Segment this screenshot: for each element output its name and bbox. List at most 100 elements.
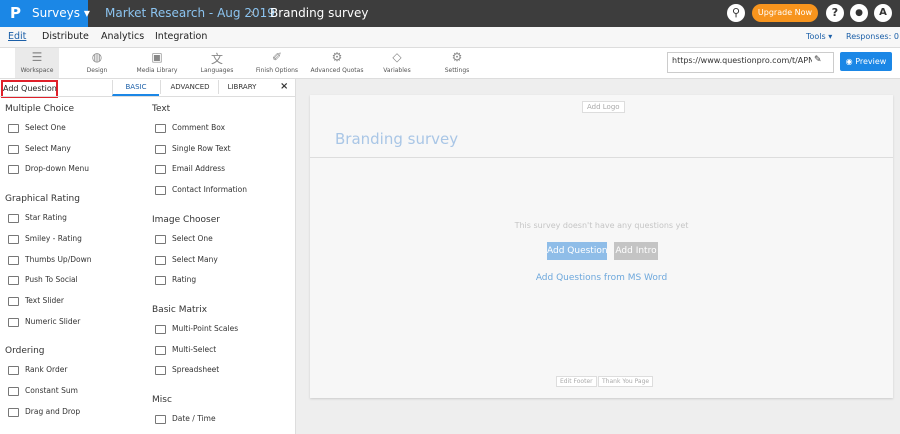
item-icon: [155, 366, 166, 376]
tools-menu[interactable]: Tools ▾: [806, 32, 833, 41]
survey-url: https://www.questionpro.com/t/APNrFZ: [672, 56, 812, 65]
topbar: [0, 0, 900, 27]
item-icon: [155, 255, 166, 265]
question-type[interactable]: Multi-Select: [172, 344, 217, 354]
question-type[interactable]: Numeric Slider: [25, 316, 81, 326]
question-type[interactable]: Date / Time: [172, 414, 216, 423]
tools-text: Tools: [806, 32, 826, 41]
item-icon: [8, 407, 19, 417]
menu-item[interactable]: Edit: [8, 31, 27, 42]
question-type[interactable]: Select Many: [25, 143, 71, 153]
tab[interactable]: ADVANCED: [160, 80, 219, 94]
tool-label[interactable]: Settings: [444, 67, 470, 74]
tab[interactable]: BASIC: [112, 80, 159, 96]
menu-item[interactable]: Distribute: [42, 31, 89, 42]
tool-icon: ▣: [151, 50, 163, 64]
question-type[interactable]: Spreadsheet: [172, 365, 220, 375]
question-type[interactable]: Email Address: [172, 164, 226, 174]
section-title: Basic Matrix: [152, 304, 208, 315]
question-type[interactable]: Select One: [25, 123, 66, 132]
tool-icon: ◇: [392, 50, 402, 64]
question-type[interactable]: Thumbs Up/Down: [25, 254, 92, 264]
item-icon: [8, 276, 19, 286]
tool-label[interactable]: Workspace: [20, 67, 54, 74]
question-type[interactable]: Comment Box: [172, 123, 226, 132]
tool-icon: ◍: [91, 50, 103, 64]
tab[interactable]: LIBRARY: [218, 80, 265, 94]
question-type[interactable]: Contact Information: [172, 185, 247, 195]
question-type[interactable]: Rating: [172, 275, 197, 285]
tool-icon: ⚙: [451, 50, 463, 64]
preview-button[interactable]: ◉ Preview: [840, 52, 892, 71]
selected-tool-bg: [15, 48, 59, 78]
menu-item[interactable]: Integration: [155, 31, 208, 42]
add-question-button[interactable]: Add Question: [547, 242, 608, 260]
question-type[interactable]: Drag and Drop: [25, 406, 81, 416]
responses: Responses: 0: [846, 32, 899, 41]
notifications-button[interactable]: ●: [850, 4, 868, 22]
question-type[interactable]: Select Many: [172, 254, 218, 264]
brand-text: Surveys: [32, 6, 80, 20]
item-icon: [8, 165, 19, 175]
item-icon: [8, 317, 19, 327]
search-button[interactable]: ⚲: [727, 4, 745, 22]
item-icon: [8, 234, 19, 244]
tool-label[interactable]: Media Library: [136, 67, 178, 74]
add-intro-button[interactable]: Add Intro: [614, 242, 658, 260]
question-type[interactable]: Push To Social: [25, 275, 78, 285]
item-icon: [155, 234, 166, 244]
tool-label[interactable]: Variables: [383, 67, 411, 74]
logo: P: [10, 4, 21, 22]
item-icon: [8, 366, 19, 376]
menu-bar: [0, 27, 900, 48]
question-type[interactable]: Select One: [172, 233, 213, 243]
thank-you-page[interactable]: Thank You Page: [598, 376, 654, 387]
tool-label[interactable]: Languages: [200, 67, 234, 74]
item-icon: [8, 214, 19, 224]
breadcrumb-project[interactable]: Market Research - Aug 2019: [105, 6, 275, 20]
add-logo[interactable]: Add Logo: [582, 101, 625, 113]
tool-label[interactable]: Finish Options: [255, 67, 299, 74]
section-title: Ordering: [5, 346, 45, 357]
question-type[interactable]: Single Row Text: [172, 143, 231, 153]
brand[interactable]: Surveys ▾: [32, 6, 90, 20]
tool-label[interactable]: Design: [86, 67, 108, 74]
section-title: Multiple Choice: [5, 104, 75, 114]
item-icon: [8, 144, 19, 154]
item-icon: [155, 144, 166, 154]
item-icon: [155, 276, 166, 286]
close-panel[interactable]: ×: [280, 81, 289, 92]
question-type[interactable]: Star Rating: [25, 213, 67, 223]
item-icon: [155, 165, 166, 175]
section-title: Graphical Rating: [5, 194, 80, 205]
question-type[interactable]: Drop-down Menu: [25, 164, 89, 174]
question-type[interactable]: Text Slider: [25, 295, 64, 305]
section-title: Text: [152, 104, 171, 114]
tool-icon: ✐: [271, 50, 283, 64]
question-type[interactable]: Rank Order: [25, 365, 68, 375]
ms-word-link[interactable]: Add Questions from MS Word: [535, 273, 668, 283]
question-type[interactable]: Smiley - Rating: [25, 233, 82, 243]
tool-label[interactable]: Advanced Quotas: [310, 67, 364, 74]
item-icon: [155, 345, 166, 355]
upgrade-button[interactable]: Upgrade Now: [752, 4, 818, 22]
item-icon: [8, 124, 19, 133]
item-icon: [8, 296, 19, 306]
url-box: [667, 52, 834, 73]
section-title: Image Chooser: [152, 214, 220, 225]
tool-icon: ☰: [31, 50, 43, 64]
edit-footer[interactable]: Edit Footer: [556, 376, 597, 387]
question-type[interactable]: Constant Sum: [25, 386, 78, 395]
item-icon: [8, 387, 19, 396]
separator: ›: [250, 6, 255, 20]
question-type[interactable]: Multi-Point Scales: [172, 323, 239, 333]
menu-item[interactable]: Analytics: [101, 31, 145, 42]
survey-title: Branding survey: [335, 130, 459, 148]
tool-icon: 文: [210, 52, 223, 66]
avatar[interactable]: A: [874, 4, 892, 22]
breadcrumb-survey: Branding survey: [270, 6, 369, 20]
edit-url-button[interactable]: ✎: [814, 55, 822, 65]
help-button[interactable]: ?: [826, 4, 844, 22]
